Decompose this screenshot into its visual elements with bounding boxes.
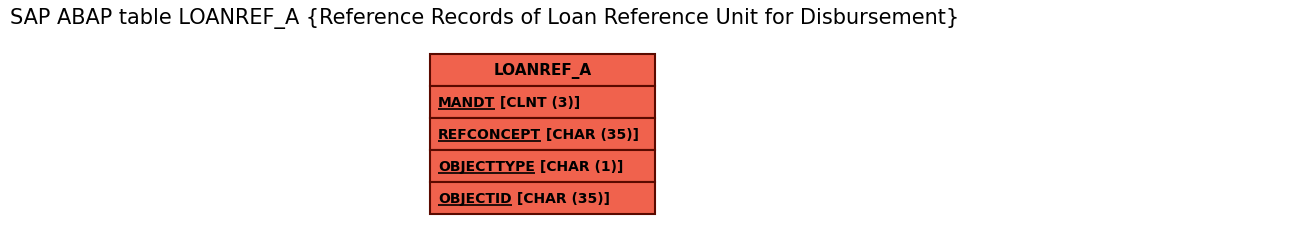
Text: [CHAR (1)]: [CHAR (1)] [534, 159, 624, 173]
Bar [431, 150, 655, 182]
Bar [431, 87, 655, 119]
Text: OBJECTTYPE: OBJECTTYPE [438, 159, 534, 173]
Text: REFCONCEPT: REFCONCEPT [438, 128, 541, 141]
Text: [CHAR (35)]: [CHAR (35)] [541, 128, 639, 141]
Text: MANDT: MANDT [438, 96, 495, 109]
Bar [431, 182, 655, 214]
Text: [CHAR (35)]: [CHAR (35)] [511, 191, 610, 205]
Text: [CLNT (3)]: [CLNT (3)] [495, 96, 581, 109]
Bar [431, 119, 655, 150]
Text: LOANREF_A: LOANREF_A [493, 63, 591, 79]
Bar [431, 55, 655, 87]
Text: SAP ABAP table LOANREF_A {Reference Records of Loan Reference Unit for Disbursem: SAP ABAP table LOANREF_A {Reference Reco… [10, 8, 958, 29]
Text: OBJECTID: OBJECTID [438, 191, 511, 205]
